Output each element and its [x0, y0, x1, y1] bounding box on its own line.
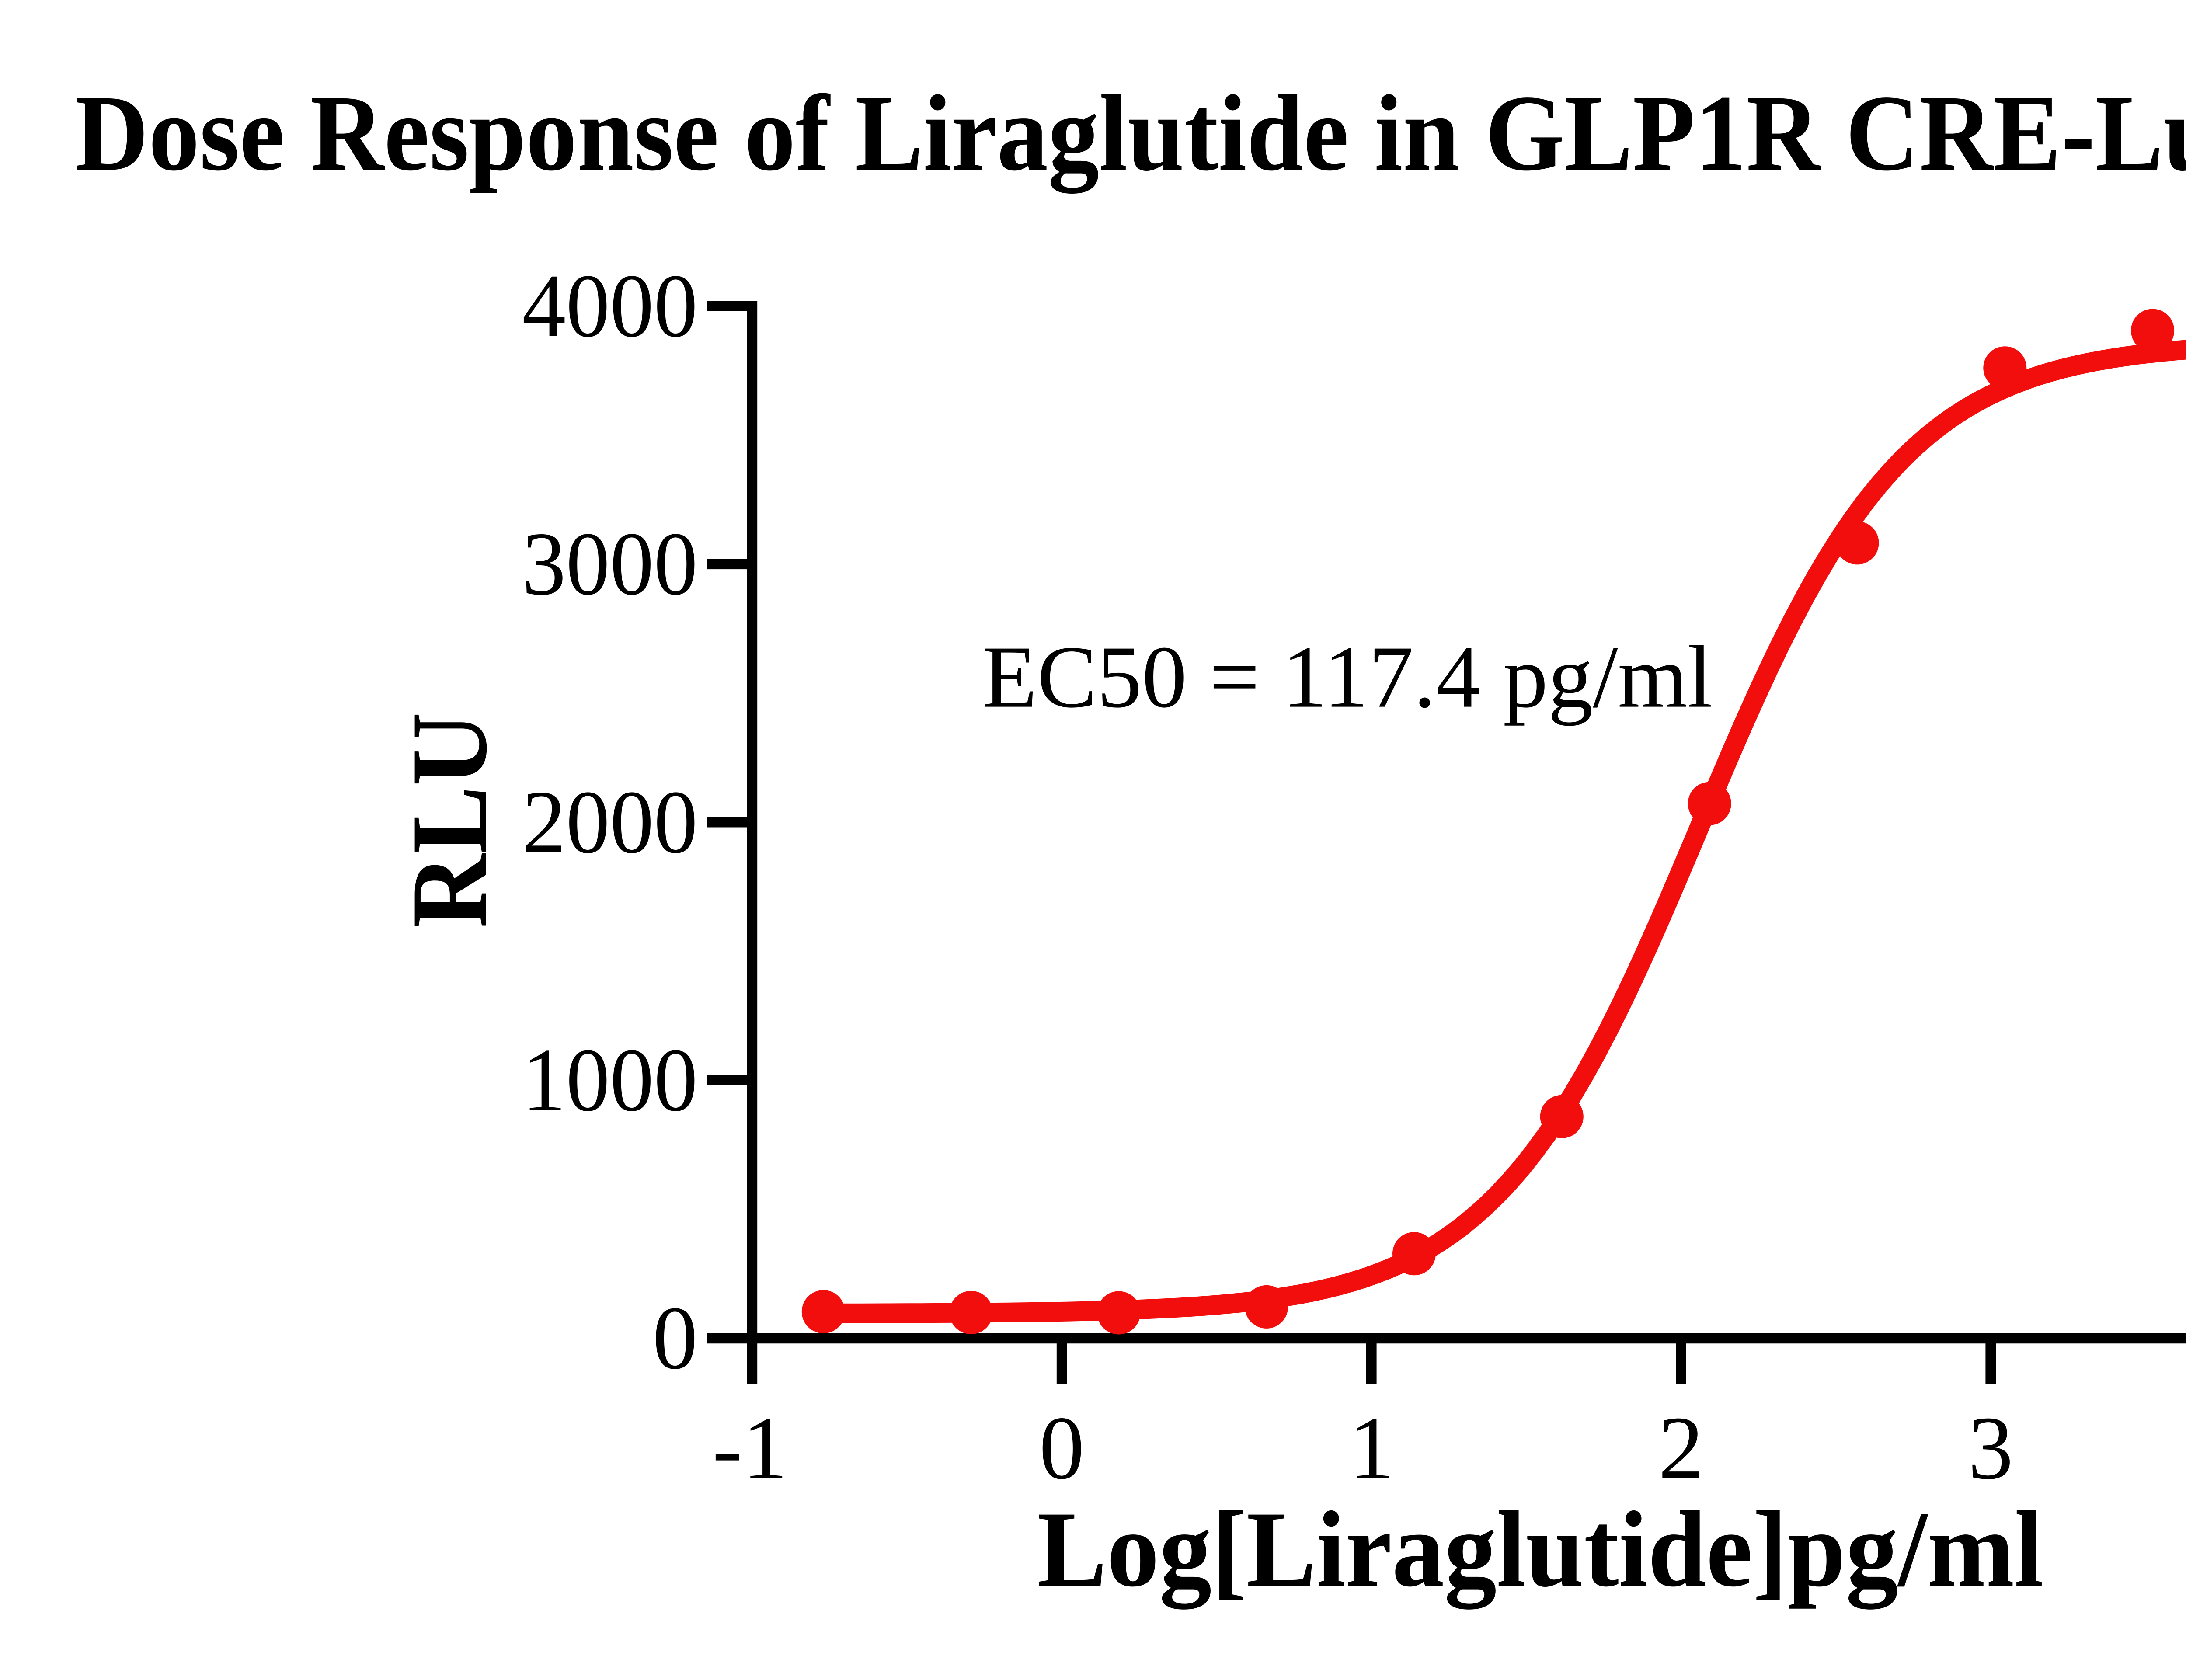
svg-text:RLU: RLU [389, 712, 509, 928]
svg-text:0: 0 [1039, 1398, 1085, 1498]
svg-text:1: 1 [1349, 1398, 1394, 1498]
svg-text:Log[Liraglutide]pg/ml: Log[Liraglutide]pg/ml [1037, 1489, 2043, 1610]
svg-text:2000: 2000 [522, 772, 698, 872]
svg-text:0: 0 [653, 1288, 698, 1388]
svg-text:EC50 = 117.4 pg/ml: EC50 = 117.4 pg/ml [982, 628, 1713, 726]
svg-text:1000: 1000 [522, 1030, 698, 1130]
svg-text:3000: 3000 [522, 514, 698, 614]
svg-text:-1: -1 [712, 1398, 787, 1498]
svg-text:4000: 4000 [522, 256, 698, 356]
svg-text:Dose Response of Liraglutide i: Dose Response of Liraglutide in GLP1R CR… [75, 73, 2186, 194]
svg-text:3: 3 [1968, 1398, 2013, 1498]
svg-text:2: 2 [1658, 1398, 1704, 1498]
